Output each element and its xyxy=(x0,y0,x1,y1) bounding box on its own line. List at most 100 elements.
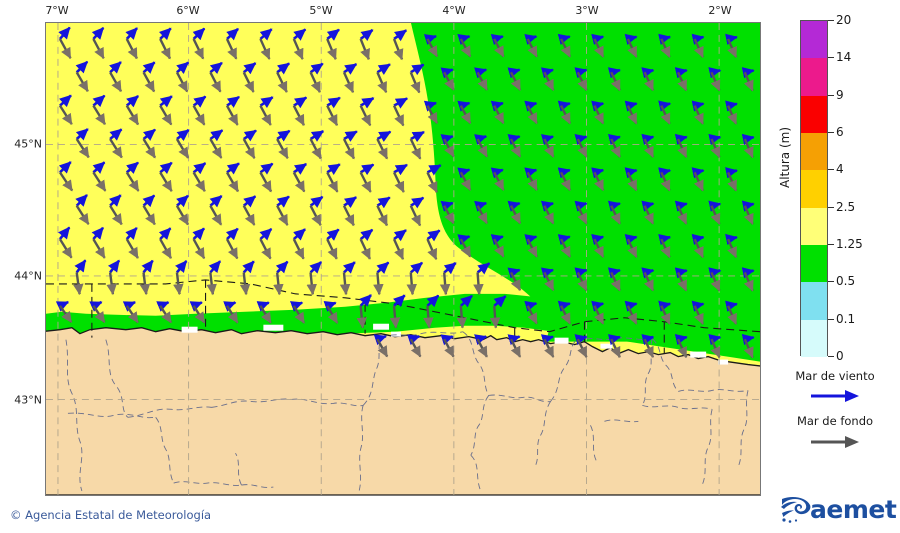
wind-sea-arrow xyxy=(91,226,105,240)
colorbar-band xyxy=(801,207,827,245)
swell-arrow xyxy=(559,105,572,125)
wind-sea-arrow xyxy=(457,34,471,45)
wind-sea-arrow xyxy=(142,61,156,74)
aemet-wordmark: aemet xyxy=(810,495,897,524)
swell-arrow xyxy=(225,305,239,324)
wind-sea-arrow xyxy=(75,128,89,141)
swell-arrow xyxy=(423,305,434,329)
swell-arrow xyxy=(676,138,688,159)
wind-sea-arrow xyxy=(540,334,554,346)
wind-sea-arrow xyxy=(292,228,306,241)
wind-sea-arrow xyxy=(440,134,454,146)
swell-arrow xyxy=(543,338,555,358)
wind-sea-arrow xyxy=(359,228,374,242)
swell-arrow xyxy=(106,272,117,296)
swell-arrow xyxy=(392,105,405,127)
wind-sea-arrow xyxy=(490,34,504,45)
wind-sea-arrow xyxy=(691,100,705,112)
swell-arrow xyxy=(326,38,337,61)
swell-arrow xyxy=(109,71,123,93)
swell-arrow xyxy=(726,305,738,325)
wind-sea-arrow xyxy=(75,194,88,207)
swell-arrow xyxy=(643,271,655,292)
wind-sea-arrow xyxy=(440,67,454,79)
wind-sea-arrow xyxy=(574,200,588,212)
swell-arrow xyxy=(192,38,205,60)
wind-sea-arrow xyxy=(658,233,672,246)
wind-sea-arrow xyxy=(691,33,705,45)
wind-sea-arrow xyxy=(259,162,274,175)
swell-arrow xyxy=(576,338,588,358)
wind-sea-arrow xyxy=(741,333,755,346)
swell-arrow xyxy=(576,205,588,225)
wind-sea-arrow xyxy=(725,100,738,112)
swell-arrow xyxy=(693,171,704,192)
swell-arrow xyxy=(443,338,455,358)
swell-arrow xyxy=(225,171,239,193)
swell-arrow xyxy=(593,105,605,125)
swell-arrow xyxy=(610,271,621,292)
colorbar-tick-label: 14 xyxy=(836,50,852,65)
wind-sea-arrow xyxy=(741,67,755,79)
wind-sea-arrow xyxy=(490,167,504,179)
swell-arrow xyxy=(276,71,288,93)
swell-arrow xyxy=(409,205,422,227)
swell-arrow xyxy=(443,71,455,91)
swell-arrow xyxy=(342,205,355,227)
wind-sea-arrow xyxy=(708,133,722,145)
swell-arrow xyxy=(139,272,151,296)
wind-sea-arrow xyxy=(708,67,722,79)
swell-arrow xyxy=(58,38,72,59)
swell-arrow xyxy=(309,138,322,160)
wind-sea-arrow xyxy=(373,334,387,346)
wind-sea-arrow xyxy=(474,200,488,212)
swell-arrow xyxy=(593,305,605,325)
swell-arrow xyxy=(376,71,388,94)
wind-sea-arrow xyxy=(641,133,655,146)
wind-sea-arrow xyxy=(440,200,454,212)
wind-sea-arrow xyxy=(293,162,308,175)
wind-sea-arrow xyxy=(474,67,488,79)
wind-sea-arrow xyxy=(524,300,538,312)
aemet-logo[interactable] xyxy=(778,493,896,527)
swell-arrow xyxy=(643,338,655,359)
swell-arrow xyxy=(125,38,138,60)
wind-sea-arrow xyxy=(393,163,408,176)
colorbar[interactable]: 20 14 9 6 4 2.5 1.25 0.5 0.1 0 xyxy=(800,13,863,363)
wind-sea-arrow xyxy=(226,162,240,175)
swell-arrow xyxy=(676,71,688,92)
swell-arrow xyxy=(476,71,488,91)
wind-sea-arrow xyxy=(393,97,408,109)
swell-arrow xyxy=(743,138,754,159)
wind-sea-arrow xyxy=(540,267,554,279)
wind-sea-arrow xyxy=(209,194,223,208)
lon-label-5w: 5°W xyxy=(309,4,333,17)
swell-arrow xyxy=(626,38,638,58)
wind-sea-arrow xyxy=(540,134,554,146)
lon-label-4w: 4°W xyxy=(442,4,466,17)
map-panel[interactable] xyxy=(45,22,761,496)
map-canvas[interactable] xyxy=(46,23,760,495)
wind-sea-arrow xyxy=(392,294,406,308)
coast-gap xyxy=(181,326,198,333)
wind-sea-arrow xyxy=(658,33,672,45)
swell-arrow xyxy=(610,205,621,225)
swell-arrow xyxy=(459,38,472,58)
swell-arrow xyxy=(242,71,255,93)
wind-sea-arrow xyxy=(557,167,571,179)
swell-arrow xyxy=(292,238,305,260)
wind-sea-arrow xyxy=(159,27,172,41)
swell-arrow xyxy=(443,205,455,225)
swell-arrow xyxy=(92,171,107,192)
swell-arrow xyxy=(406,272,417,296)
wind-sea-arrow xyxy=(490,234,504,246)
colorbar-band xyxy=(801,282,827,320)
wind-sea-arrow xyxy=(176,61,190,74)
swell-arrow xyxy=(159,305,173,324)
swell-arrow xyxy=(173,272,184,296)
legend-swell-arrow xyxy=(770,434,900,452)
swell-arrow xyxy=(543,271,555,292)
wind-sea-arrow xyxy=(275,260,289,274)
wind-sea-arrow xyxy=(323,301,337,312)
colorbar-band xyxy=(801,21,827,59)
